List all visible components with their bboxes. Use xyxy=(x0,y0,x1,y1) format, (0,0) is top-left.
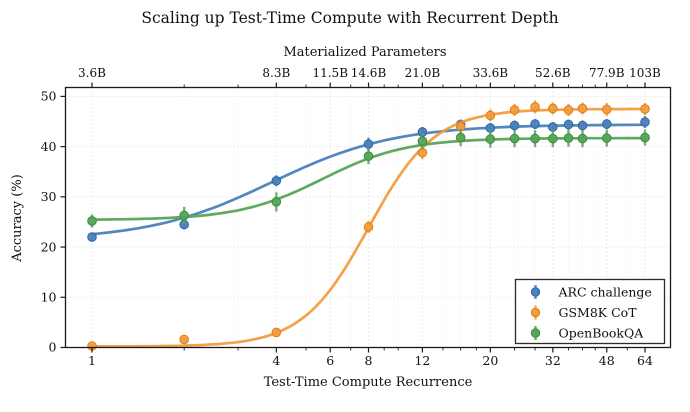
data-point xyxy=(417,136,428,146)
legend-marker xyxy=(530,328,541,338)
x-tick-label: 64 xyxy=(637,353,653,368)
data-point xyxy=(363,222,374,232)
data-point xyxy=(548,133,558,144)
legend-label: OpenBookQA xyxy=(559,325,645,340)
top-tick-label: 52.6B xyxy=(535,66,571,80)
data-point xyxy=(455,132,466,143)
data-point xyxy=(601,119,612,129)
data-point xyxy=(577,133,588,144)
x-tick-label: 4 xyxy=(272,353,280,368)
data-point xyxy=(548,103,558,114)
data-point xyxy=(530,133,540,144)
data-point xyxy=(509,133,520,144)
top-tick-label: 3.6B xyxy=(78,66,106,80)
data-point xyxy=(363,139,374,149)
y-tick-label: 50 xyxy=(41,89,57,104)
data-point xyxy=(530,119,540,129)
y-tick-label: 0 xyxy=(49,340,57,355)
axes-layer: 1 4 6 8 12 20 32 48 64 3.6B 8.3B 11.5B 14.6B 21.0B 33.… xyxy=(41,66,672,368)
data-point xyxy=(563,119,574,130)
legend-label: GSM8K CoT xyxy=(559,305,638,320)
y-tick-label: 10 xyxy=(41,289,57,304)
series-layer xyxy=(87,100,650,351)
top-tick-label: 8.3B xyxy=(262,66,290,80)
x-tick-label: 48 xyxy=(599,353,615,368)
x-tick-label: 8 xyxy=(365,353,373,368)
top-tick-label: 103B xyxy=(629,66,661,80)
data-point xyxy=(640,104,650,114)
x-tick-label: 32 xyxy=(545,353,561,368)
y-tick-label: 20 xyxy=(41,239,57,254)
series-openbookqa xyxy=(87,129,650,228)
data-point xyxy=(485,134,496,144)
data-point xyxy=(577,120,588,131)
top-axis-label: Materialized Parameters xyxy=(283,45,446,60)
data-point xyxy=(601,133,612,143)
data-point xyxy=(271,175,282,186)
y-tick-label: 40 xyxy=(41,139,57,154)
data-point xyxy=(509,120,520,131)
legend-box xyxy=(514,278,666,345)
top-tick-label: 33.6B xyxy=(473,66,509,80)
x-tick-label: 1 xyxy=(88,353,96,368)
top-tick-label: 14.6B xyxy=(351,66,387,80)
data-point xyxy=(509,105,520,115)
data-point xyxy=(87,216,97,226)
data-point xyxy=(530,102,540,112)
data-point xyxy=(363,151,374,161)
data-point xyxy=(87,232,97,242)
data-point xyxy=(417,147,428,158)
x-axis-label: Test-Time Compute Recurrence xyxy=(264,375,473,390)
legend: ARC challenge GSM8K CoT OpenBookQA xyxy=(514,278,666,345)
x-tick-label: 6 xyxy=(326,353,334,368)
data-point xyxy=(485,110,496,121)
data-point xyxy=(601,104,612,115)
data-point xyxy=(563,133,574,143)
top-tick-label: 77.9B xyxy=(589,66,625,80)
y-tick-label: 30 xyxy=(41,189,57,204)
data-point xyxy=(563,105,574,115)
data-point xyxy=(179,210,189,221)
x-tick-label: 20 xyxy=(482,353,498,368)
data-point xyxy=(577,103,588,114)
data-point xyxy=(548,122,558,132)
data-point xyxy=(640,132,650,143)
data-point xyxy=(179,334,189,345)
legend-marker xyxy=(530,287,541,297)
legend-label: ARC challenge xyxy=(558,284,652,299)
x-tick-label: 12 xyxy=(414,353,430,368)
top-tick-label: 11.5B xyxy=(312,66,348,80)
top-tick-label: 21.0B xyxy=(405,66,441,80)
data-point xyxy=(271,327,282,338)
chart-title: Scaling up Test-Time Compute with Recurr… xyxy=(141,9,558,27)
legend-marker xyxy=(530,307,541,318)
data-point xyxy=(640,117,650,127)
y-axis-label: Accuracy (%) xyxy=(10,174,25,263)
data-point xyxy=(271,197,282,207)
